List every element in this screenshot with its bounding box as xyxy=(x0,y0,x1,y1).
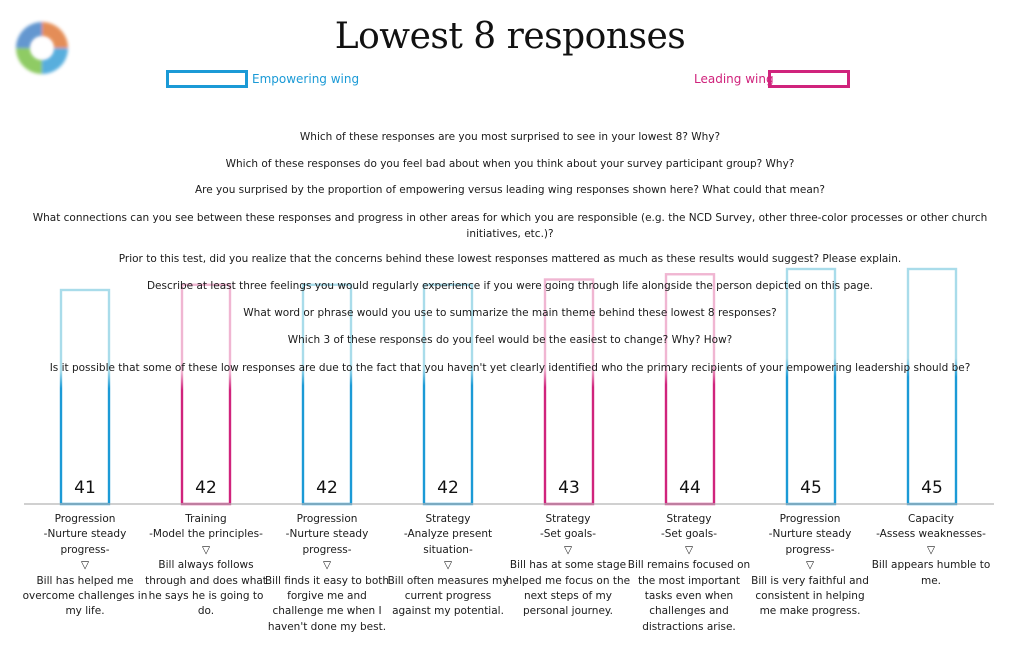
legend-leading-swatch xyxy=(768,70,850,88)
category-theme: -Model the principles- xyxy=(149,528,263,541)
page-title: Lowest 8 responses xyxy=(334,16,686,57)
category-name: Strategy xyxy=(425,513,471,525)
bar-value-label: 45 xyxy=(921,478,943,498)
question: Which of these responses are you most su… xyxy=(299,131,721,143)
category-label: Progression -Nurture steady progress- ▽ … xyxy=(22,512,148,620)
question: Are you surprised by the proportion of e… xyxy=(194,184,825,196)
down-triangle-icon: ▽ xyxy=(926,543,936,556)
question: Describe at least three feelings you wou… xyxy=(146,280,874,292)
category-name: Training xyxy=(185,513,227,525)
legend-empowering-label: Empowering wing xyxy=(252,72,360,86)
category-label: Training -Model the principles- ▽ Bill a… xyxy=(143,512,269,620)
category-label: Strategy -Set goals- ▽ Bill has at some … xyxy=(505,512,631,620)
category-statement: Bill is very faithful and consistent in … xyxy=(751,574,869,618)
down-triangle-icon: ▽ xyxy=(563,543,573,556)
category-name: Capacity xyxy=(908,513,954,525)
down-triangle-icon: ▽ xyxy=(80,559,90,572)
down-triangle-icon: ▽ xyxy=(201,543,211,556)
down-triangle-icon: ▽ xyxy=(322,559,332,572)
category-theme: -Nurture steady progress- xyxy=(768,528,852,556)
bar-value-label: 42 xyxy=(437,478,459,498)
category-statement: Bill has helped me overcome challenges i… xyxy=(22,574,148,618)
bar-value-label: 43 xyxy=(558,478,580,498)
category-label: Progression -Nurture steady progress- ▽ … xyxy=(747,512,873,620)
category-name: Progression xyxy=(296,513,358,525)
category-statement: Bill has at some stage helped me focus o… xyxy=(505,559,631,618)
bar-1 xyxy=(59,288,111,506)
bar-value-label: 42 xyxy=(316,478,338,498)
bar-value-label: 45 xyxy=(800,478,822,498)
category-label: Progression -Nurture steady progress- ▽ … xyxy=(264,512,390,635)
question: Which 3 of these responses do you feel w… xyxy=(287,334,733,346)
category-name: Progression xyxy=(779,513,841,525)
category-name: Progression xyxy=(54,513,116,525)
category-theme: -Analyze present situation- xyxy=(403,528,493,556)
category-theme: -Nurture steady progress- xyxy=(43,528,127,556)
question: Is it possible that some of these low re… xyxy=(49,362,971,374)
bar-value-label: 42 xyxy=(195,478,217,498)
question: Which of these responses do you feel bad… xyxy=(225,158,795,170)
question: Prior to this test, did you realize that… xyxy=(118,253,902,265)
down-triangle-icon: ▽ xyxy=(443,559,453,572)
category-label: Strategy -Analyze present situation- ▽ B… xyxy=(385,512,511,620)
category-statement: Bill always follows through and does wha… xyxy=(145,559,267,618)
down-triangle-icon: ▽ xyxy=(684,543,694,556)
down-triangle-icon: ▽ xyxy=(805,559,815,572)
category-label: Capacity -Assess weaknesses- ▽ Bill appe… xyxy=(868,512,994,589)
bar-value-label: 44 xyxy=(679,478,701,498)
bar-value-label: 41 xyxy=(74,478,96,498)
category-statement: Bill often measures my current progress … xyxy=(387,574,509,618)
category-statement: Bill finds it easy to both forgive me an… xyxy=(264,574,390,633)
category-theme: -Set goals- xyxy=(660,528,718,541)
category-statement: Bill appears humble to me. xyxy=(871,559,991,587)
swirl-logo-icon xyxy=(16,22,68,74)
legend-leading-label: Leading wing xyxy=(694,72,774,86)
legend-empowering-swatch xyxy=(166,70,248,88)
category-label: Strategy -Set goals- ▽ Bill remains focu… xyxy=(626,512,752,635)
category-theme: -Assess weaknesses- xyxy=(876,528,986,541)
question: What word or phrase would you use to sum… xyxy=(243,307,777,319)
category-statement: Bill remains focused on the most importa… xyxy=(627,559,751,633)
category-theme: -Set goals- xyxy=(539,528,597,541)
category-name: Strategy xyxy=(666,513,712,525)
question: What connections can you see between the… xyxy=(32,212,988,240)
category-name: Strategy xyxy=(545,513,591,525)
category-theme: -Nurture steady progress- xyxy=(285,528,369,556)
